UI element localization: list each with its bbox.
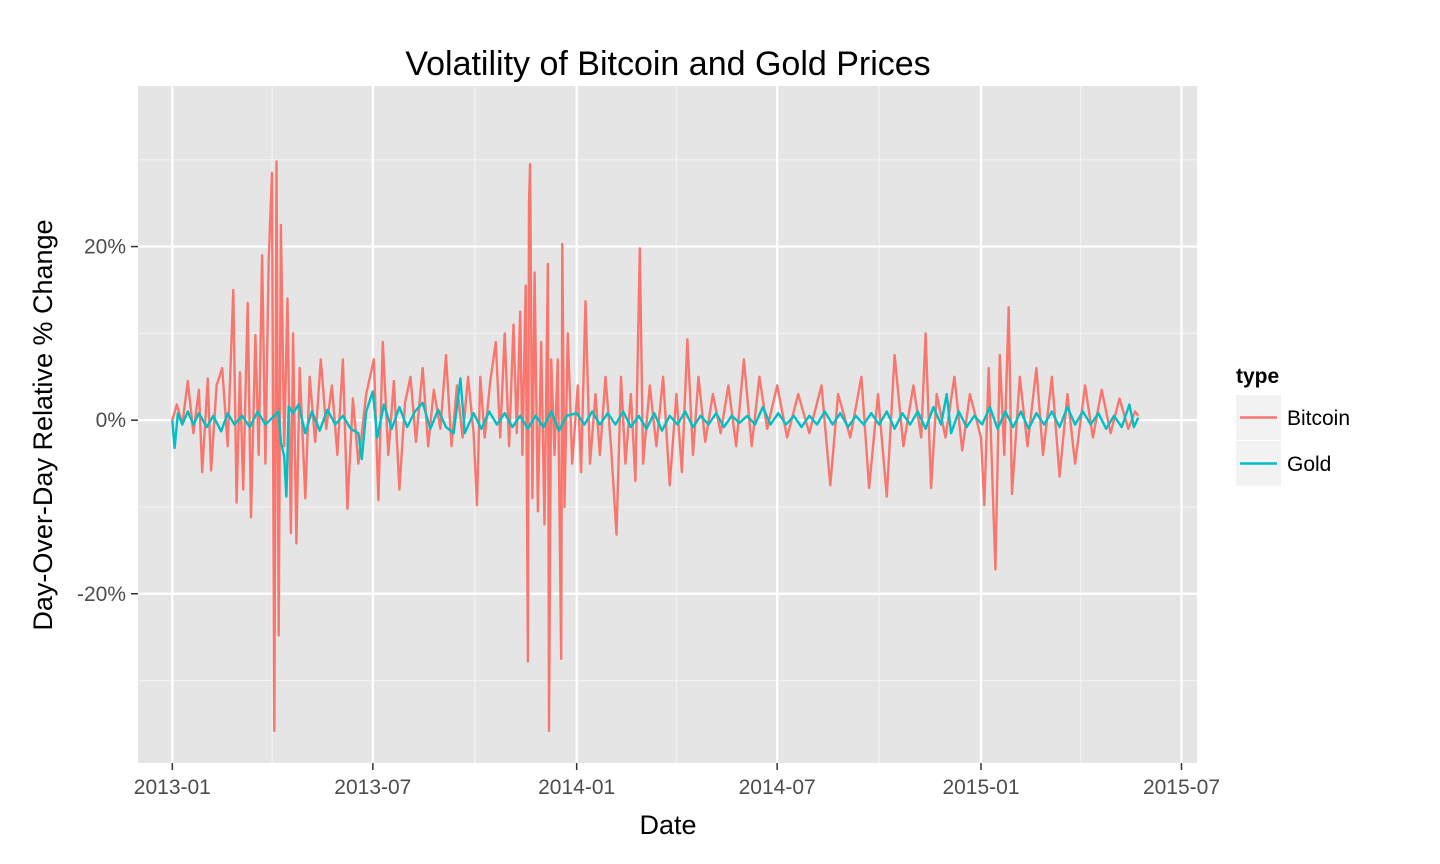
legend-label-bitcoin: Bitcoin [1287,407,1350,430]
series-lines [171,160,1140,733]
x-tick-label: 2015-01 [942,776,1019,799]
legend-title: type [1236,365,1279,388]
x-axis-title: Date [639,810,696,840]
series-line-gold [171,377,1140,498]
x-tick-label: 2013-01 [134,776,211,799]
y-tick-label: 20% [84,236,126,259]
x-tick-label: 2014-07 [739,776,816,799]
legend: type Bitcoin Gold [1236,365,1350,486]
x-tick-label: 2014-01 [538,776,615,799]
y-axis-title: Day-Over-Day Relative % Change [28,219,58,630]
x-tick-label: 2013-07 [334,776,411,799]
plot-panel [138,86,1197,763]
legend-label-gold: Gold [1287,453,1331,476]
series-line-bitcoin [171,160,1140,733]
y-tick-label: -20% [77,583,126,606]
y-tick-label: 0% [96,409,126,432]
x-tick-label: 2015-07 [1143,776,1220,799]
chart-title: Volatility of Bitcoin and Gold Prices [405,45,930,83]
axes: 2013-01 2013-07 2014-01 2014-07 2015-01 2015-… [77,236,1220,799]
